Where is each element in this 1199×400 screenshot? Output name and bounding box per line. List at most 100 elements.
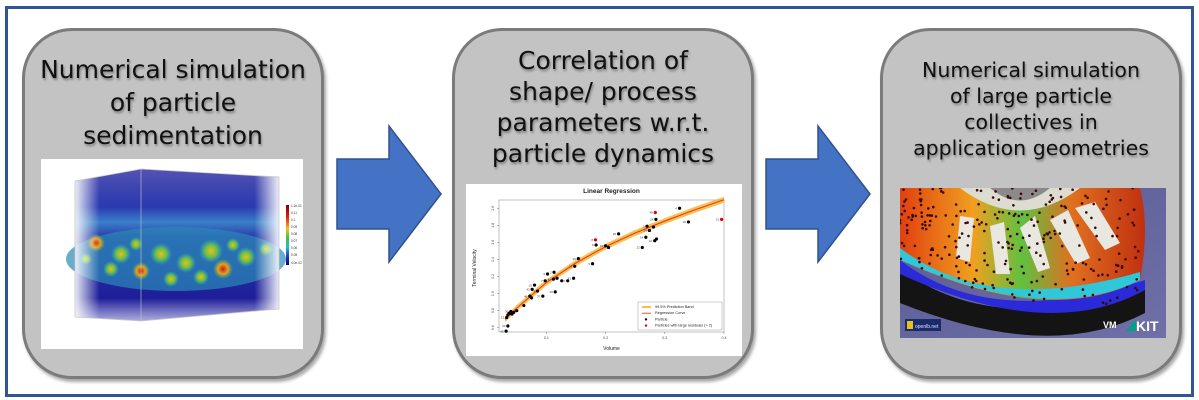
- svg-text:2.0: 2.0: [491, 206, 495, 211]
- svg-text:35: 35: [613, 232, 617, 236]
- svg-text:15: 15: [529, 283, 533, 287]
- svg-text:8: 8: [591, 238, 593, 242]
- svg-text:0.11: 0.11: [291, 211, 297, 215]
- svg-text:1.8: 1.8: [491, 223, 495, 228]
- svg-text:1.0: 1.0: [491, 291, 495, 296]
- data-point: [515, 309, 519, 313]
- data-point: [720, 217, 724, 221]
- svg-text:25: 25: [569, 264, 573, 268]
- data-point: [647, 228, 651, 233]
- svg-text:48: 48: [649, 211, 653, 215]
- data-point: [555, 276, 559, 280]
- title-line: application geometries: [913, 136, 1149, 160]
- svg-text:0.1: 0.1: [291, 218, 296, 222]
- chart-title: Linear Regression: [583, 188, 640, 195]
- data-point: [593, 238, 598, 242]
- data-point: [644, 235, 648, 239]
- data-point: [594, 243, 598, 247]
- x-axis-label: Volume: [603, 346, 620, 352]
- regression-chart: Linear Regression 45 33 13 30 46 42 15 1 37 7 9 2 43 3…: [466, 184, 742, 356]
- svg-text:0.6: 0.6: [491, 325, 495, 330]
- svg-text:0.2: 0.2: [603, 336, 608, 340]
- svg-text:24: 24: [650, 218, 654, 222]
- data-point: [504, 329, 508, 333]
- svg-text:9: 9: [543, 272, 545, 276]
- svg-text:0.4: 0.4: [722, 336, 727, 340]
- sedimentation-simulation-image: 1.2e-01 0.11 0.1 0.09 0.08 0.07 0.06 0.0…: [41, 159, 303, 349]
- svg-text:0.05: 0.05: [291, 253, 297, 257]
- svg-text:0.1: 0.1: [544, 336, 549, 340]
- svg-text:0.8: 0.8: [491, 308, 495, 313]
- data-point: [653, 210, 657, 215]
- svg-text:Particle: Particle: [655, 317, 668, 321]
- title-line: collectives in: [964, 110, 1098, 134]
- svg-text:22: 22: [636, 246, 640, 250]
- data-point: [606, 245, 611, 250]
- data-point: [590, 262, 595, 266]
- data-point: [530, 287, 534, 291]
- data-point: [553, 290, 557, 294]
- data-point: [509, 309, 513, 314]
- title-line: parameters w.r.t.: [496, 108, 710, 137]
- svg-text:27: 27: [562, 279, 566, 283]
- data-point: [541, 294, 545, 298]
- svg-text:13: 13: [501, 316, 505, 320]
- svg-text:37: 37: [537, 294, 541, 298]
- regression-curve: [504, 199, 725, 320]
- svg-text:10: 10: [649, 239, 653, 243]
- data-point: [512, 310, 516, 314]
- svg-text:5: 5: [588, 262, 590, 266]
- data-point: [543, 279, 547, 283]
- step-panel-sedimentation: Numerical simulation of particle sedimen…: [22, 28, 324, 379]
- openlb-logo-text: openlb.net: [915, 324, 939, 330]
- data-point: [529, 296, 534, 300]
- svg-text:36: 36: [549, 290, 553, 294]
- data-point: [651, 225, 656, 229]
- title-line: sedimentation: [83, 121, 263, 150]
- svg-text:0.06: 0.06: [291, 246, 297, 250]
- title-line: shape/ process: [509, 77, 697, 106]
- data-point: [535, 289, 540, 293]
- vm-logo: VM: [1103, 320, 1117, 330]
- data-point: [506, 324, 510, 328]
- svg-text:14: 14: [640, 235, 644, 239]
- data-point: [522, 303, 526, 308]
- svg-text:6: 6: [592, 243, 594, 247]
- title-line: Numerical simulation: [922, 58, 1140, 82]
- svg-text:2: 2: [550, 270, 552, 274]
- step-title: Numerical simulation of particle sedimen…: [25, 53, 321, 152]
- data-point: [573, 264, 577, 268]
- svg-text:0.08: 0.08: [291, 232, 297, 236]
- svg-text:1.4: 1.4: [491, 257, 495, 262]
- title-line: Correlation of: [518, 46, 688, 75]
- data-point: [576, 257, 580, 261]
- svg-text:3: 3: [643, 224, 645, 228]
- colorbar: [286, 205, 289, 265]
- svg-text:1.2e-01: 1.2e-01: [291, 204, 302, 208]
- step-panel-correlation: Correlation of shape/ process parameters…: [452, 28, 754, 379]
- svg-text:Particles with large residuals: Particles with large residuals (> 2): [655, 324, 713, 328]
- data-point: [617, 232, 621, 236]
- svg-text:46: 46: [524, 294, 528, 298]
- title-line: of particle: [109, 88, 237, 117]
- svg-text:31: 31: [716, 218, 720, 222]
- data-point: [645, 224, 649, 228]
- svg-text:1: 1: [533, 289, 535, 293]
- svg-text:29: 29: [644, 229, 648, 233]
- data-point: [566, 279, 570, 283]
- y-axis-label: Terminal Velocity: [472, 249, 478, 287]
- openlb-logo: [905, 319, 941, 331]
- kit-logo: KIT: [1136, 318, 1159, 334]
- svg-text:33: 33: [502, 324, 506, 328]
- data-point: [560, 279, 564, 283]
- svg-text:0.07: 0.07: [291, 239, 297, 243]
- svg-text:Regression Curve: Regression Curve: [655, 311, 685, 315]
- particles: [900, 188, 1140, 306]
- title-line: particle dynamics: [491, 139, 715, 168]
- svg-text:4.0e-02: 4.0e-02: [291, 261, 302, 265]
- data-point: [552, 270, 556, 274]
- svg-text:7: 7: [541, 279, 543, 283]
- svg-text:41: 41: [568, 276, 572, 280]
- svg-text:0.3: 0.3: [662, 336, 667, 340]
- application-simulation-image: openlb.net VM KIT: [900, 188, 1166, 338]
